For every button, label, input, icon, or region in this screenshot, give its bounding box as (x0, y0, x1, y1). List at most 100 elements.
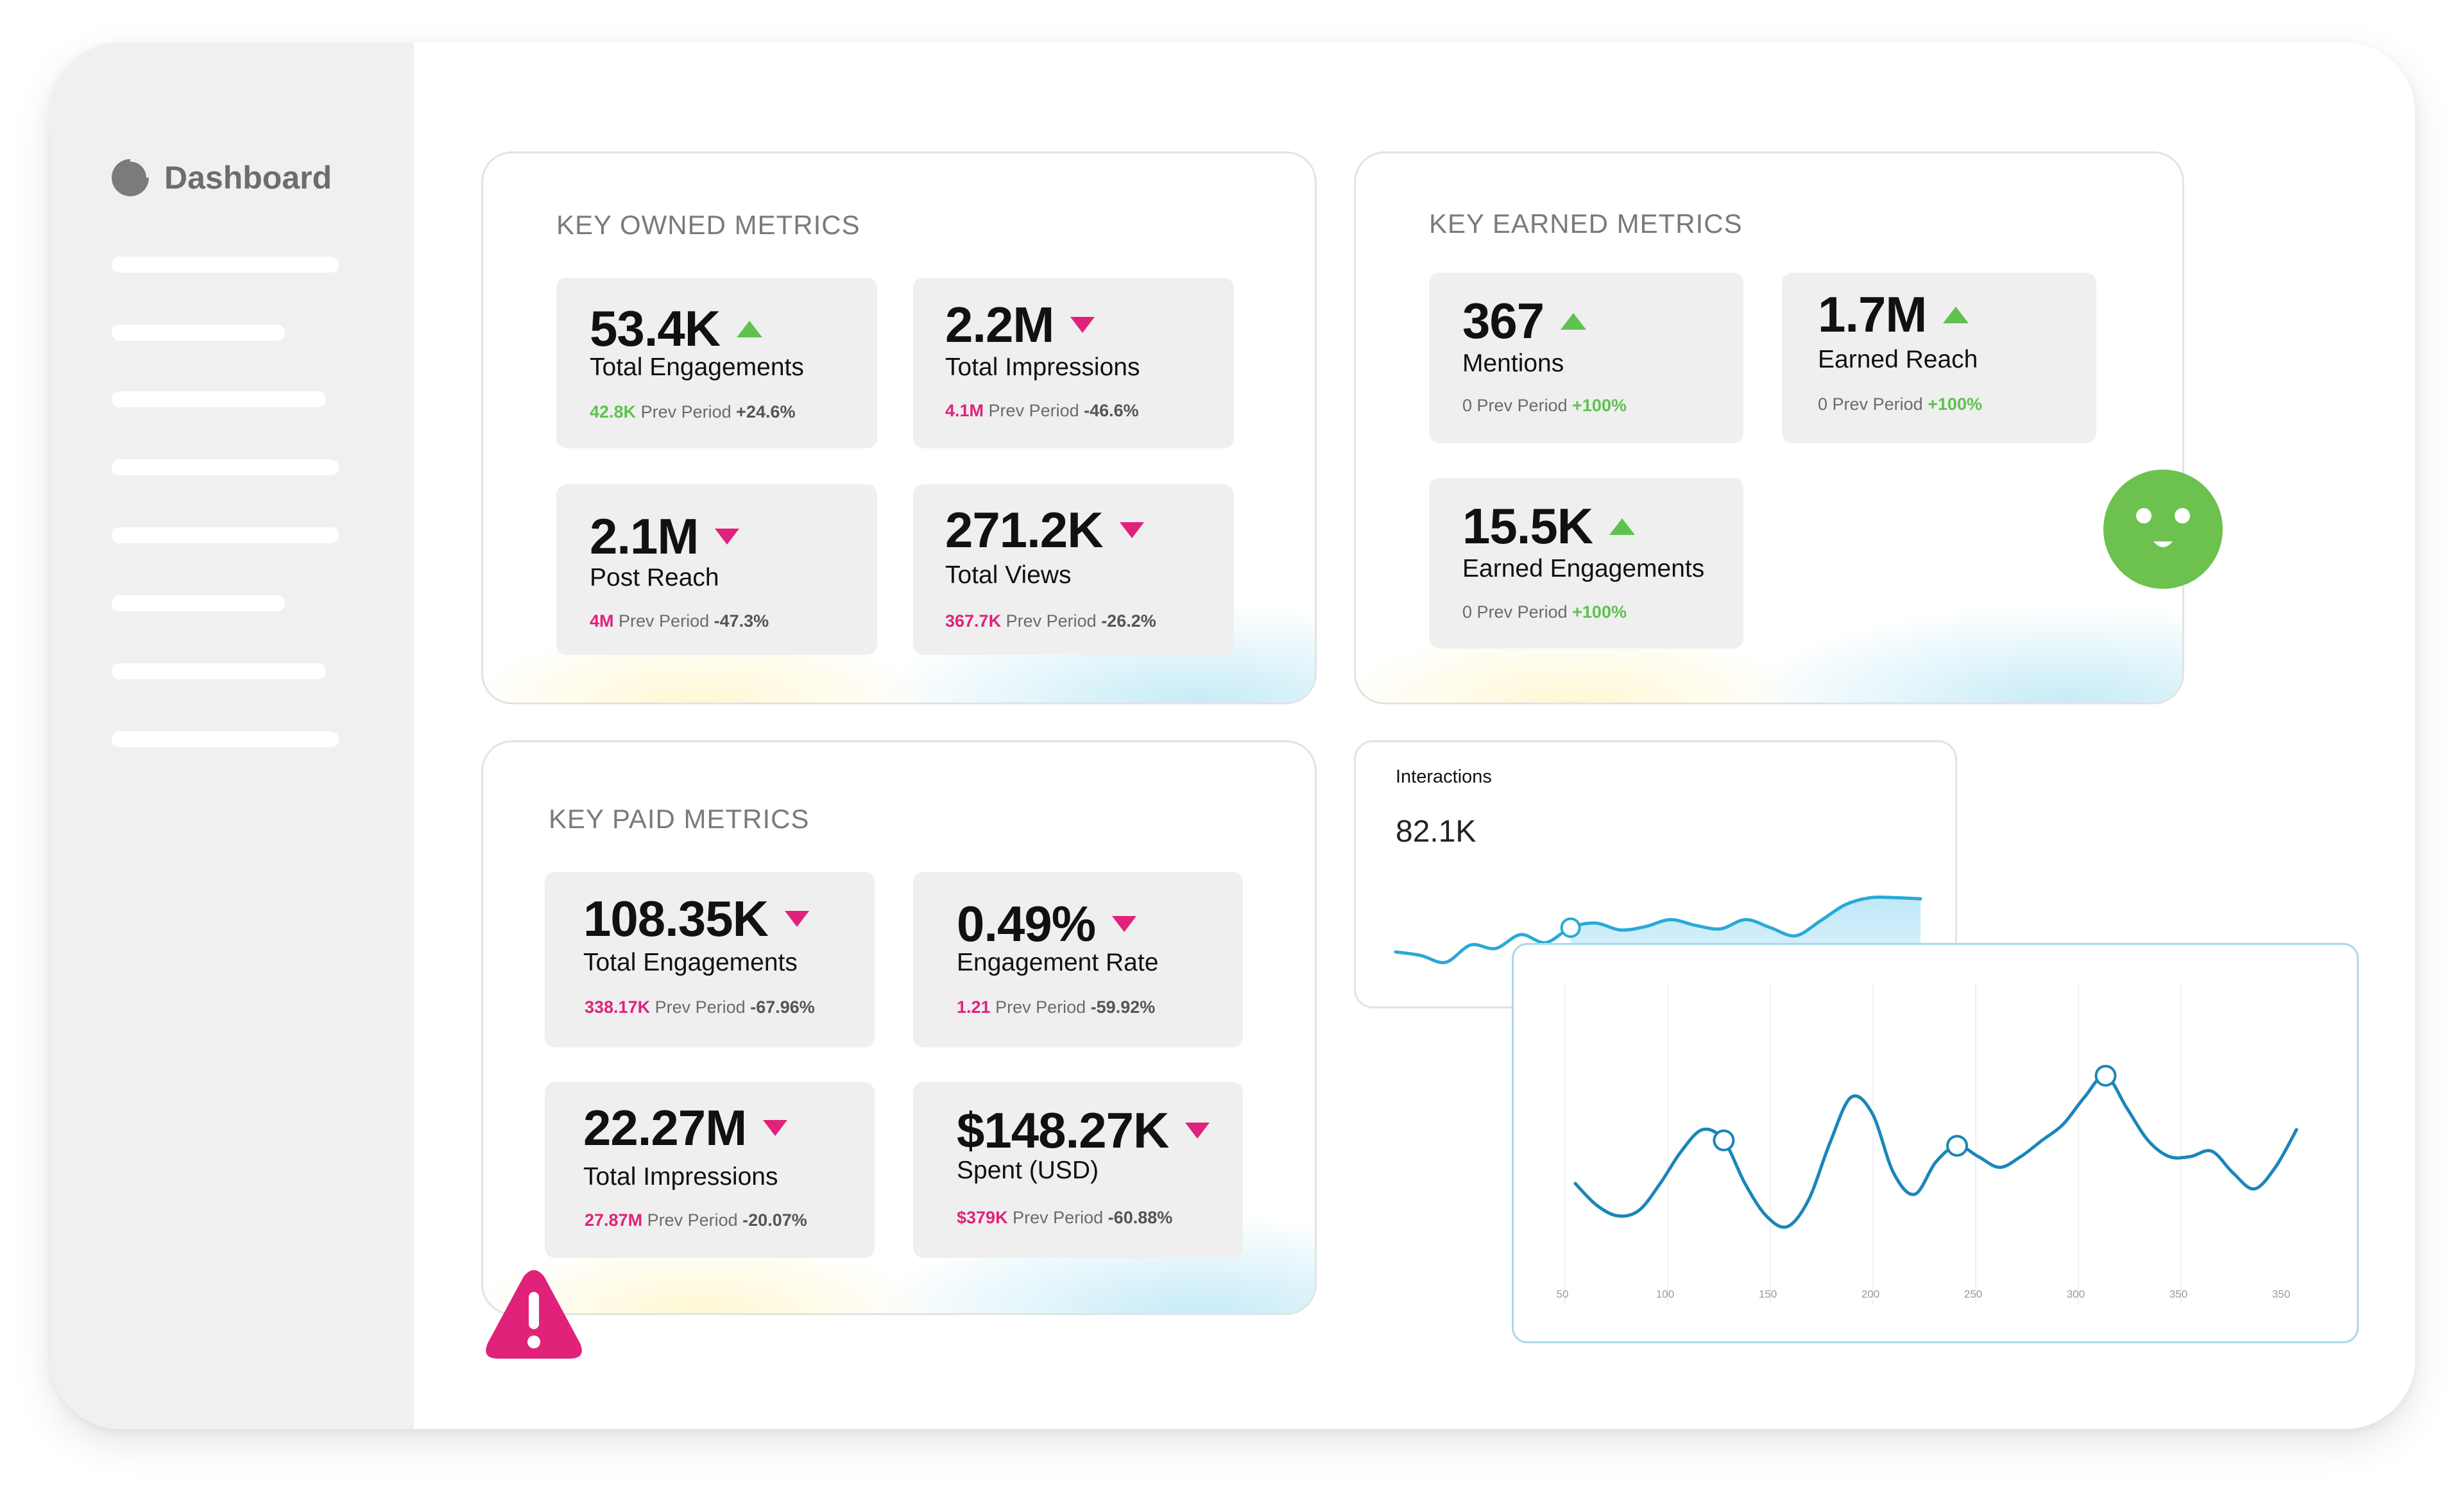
prev-value: 0 (1462, 396, 1473, 415)
data-point-marker (2094, 1065, 2117, 1087)
trend-line-chart: 50 100 150 200 250 300 350 350 (1557, 983, 2298, 1304)
sidebar-item-4[interactable] (112, 459, 339, 475)
sidebar-item-7[interactable] (112, 663, 326, 679)
x-tick-label: 50 (1557, 1288, 1569, 1300)
sidebar: Dashboard (50, 42, 414, 1429)
metric-label: Mentions (1462, 350, 1564, 377)
x-tick-label: 250 (1964, 1288, 1982, 1300)
change-percent: -67.96% (750, 997, 815, 1017)
owned-metrics-panel: KEY OWNED METRICS 53.4K Total Engagement… (481, 151, 1317, 704)
prev-value: 42.8K (590, 402, 637, 421)
metric-value: 108.35K (583, 890, 769, 947)
prev-value: 1.21 (957, 997, 991, 1017)
metric-label: Total Impressions (583, 1163, 778, 1191)
change-percent: -20.07% (742, 1210, 807, 1230)
metric-value: 1.7M (1818, 286, 1927, 343)
metric-card[interactable]: $148.27K Spent (USD) $379K Prev Period -… (913, 1082, 1243, 1258)
change-percent: -26.2% (1101, 611, 1156, 631)
area-series-line (1394, 895, 1922, 965)
prev-label: Prev Period (640, 402, 732, 421)
prev-label: Prev Period (647, 1210, 738, 1230)
prev-value: 4M (590, 611, 614, 631)
change-percent: -47.3% (714, 611, 769, 631)
change-percent: -46.6% (1084, 401, 1139, 420)
metric-card[interactable]: 367 Mentions 0 Prev Period +100% (1429, 273, 1743, 443)
prev-label: Prev Period (1005, 611, 1097, 631)
trend-line-chart-card[interactable]: 50 100 150 200 250 300 350 350 (1512, 943, 2359, 1343)
prev-value: 338.17K (585, 997, 651, 1017)
panel-title: KEY EARNED METRICS (1429, 208, 1743, 239)
metric-label: Earned Engagements (1462, 555, 1705, 582)
smiley-face-icon (2103, 470, 2223, 589)
metric-value: 22.27M (583, 1099, 747, 1156)
trend-down-icon (715, 529, 740, 545)
data-point-marker (1713, 1129, 1735, 1151)
x-tick-label: 350 (2272, 1288, 2290, 1300)
metric-value: 0.49% (957, 895, 1096, 952)
metric-label: Total Engagements (590, 353, 804, 381)
x-tick-label: 150 (1759, 1288, 1777, 1300)
metric-label: Engagement Rate (957, 949, 1159, 976)
trend-up-icon (1561, 312, 1587, 330)
earned-metrics-panel: KEY EARNED METRICS 367 Mentions 0 Prev P… (1354, 151, 2184, 704)
metric-value: 367 (1462, 293, 1544, 349)
metric-value: 53.4K (590, 300, 721, 357)
metric-label: Post Reach (590, 564, 719, 591)
metric-card[interactable]: 108.35K Total Engagements 338.17K Prev P… (545, 872, 875, 1048)
smiley-face-graphic (2136, 508, 2190, 547)
panel-title: KEY PAID METRICS (549, 804, 810, 834)
sidebar-item-6[interactable] (112, 595, 285, 611)
sidebar-title: Dashboard (164, 160, 332, 196)
sidebar-item-2[interactable] (112, 325, 285, 341)
warning-triangle-icon (483, 1268, 585, 1364)
metric-card[interactable]: 1.7M Earned Reach 0 Prev Period +100% (1782, 273, 2096, 443)
metric-card[interactable]: 22.27M Total Impressions 27.87M Prev Per… (545, 1082, 875, 1258)
metric-card[interactable]: 2.1M Post Reach 4M Prev Period -47.3% (556, 484, 877, 655)
prev-value: 0 (1818, 395, 1828, 414)
prev-value: 367.7K (945, 611, 1002, 631)
metric-label: Total Engagements (583, 949, 798, 976)
x-tick-label: 350 (2169, 1288, 2187, 1300)
metric-label: Earned Reach (1818, 346, 1978, 373)
metric-card[interactable]: 53.4K Total Engagements 42.8K Prev Perio… (556, 278, 877, 448)
metric-label: Total Impressions (945, 353, 1140, 381)
metric-card[interactable]: 2.2M Total Impressions 4.1M Prev Period … (913, 278, 1234, 448)
x-tick-label: 200 (1861, 1288, 1879, 1300)
metric-value: $148.27K (957, 1102, 1169, 1158)
metric-value: 2.2M (945, 296, 1054, 353)
change-percent: +24.6% (736, 402, 796, 421)
metric-card[interactable]: 271.2K Total Views 367.7K Prev Period -2… (913, 484, 1234, 655)
x-tick-label: 100 (1656, 1288, 1674, 1300)
sidebar-item-8[interactable] (112, 731, 339, 747)
metric-value: 2.1M (590, 508, 699, 564)
trend-down-icon (1112, 916, 1137, 932)
metric-card[interactable]: 0.49% Engagement Rate 1.21 Prev Period -… (913, 872, 1243, 1048)
chart-title: Interactions (1396, 767, 1492, 787)
metric-value: 15.5K (1462, 498, 1593, 554)
change-percent: +100% (1572, 396, 1627, 415)
metric-card[interactable]: 15.5K Earned Engagements 0 Prev Period +… (1429, 478, 1743, 649)
data-point-marker (1946, 1135, 1969, 1157)
prev-label: Prev Period (995, 997, 1086, 1017)
prev-value: 0 (1462, 602, 1473, 622)
change-percent: -59.92% (1090, 997, 1156, 1017)
trend-down-icon (1119, 522, 1144, 538)
prev-label: Prev Period (654, 997, 746, 1017)
chart-total-value: 82.1K (1396, 815, 1476, 849)
change-percent: -60.88% (1108, 1208, 1173, 1227)
paid-metrics-panel: KEY PAID METRICS 108.35K Total Engagemen… (481, 740, 1317, 1315)
sidebar-item-3[interactable] (112, 391, 326, 407)
trend-down-icon (784, 911, 809, 927)
change-percent: +100% (1572, 602, 1627, 622)
prev-value: $379K (957, 1208, 1008, 1227)
sidebar-brand[interactable]: Dashboard (110, 158, 332, 198)
panel-title: KEY OWNED METRICS (556, 210, 860, 240)
sidebar-item-5[interactable] (112, 527, 339, 543)
metric-value: 271.2K (945, 502, 1104, 558)
data-point-marker (1560, 917, 1581, 938)
sidebar-item-1[interactable] (112, 257, 339, 273)
prev-label: Prev Period (1476, 602, 1568, 622)
pie-chart-icon (112, 159, 149, 196)
prev-label: Prev Period (1476, 396, 1568, 415)
trend-up-icon (1943, 306, 1969, 323)
